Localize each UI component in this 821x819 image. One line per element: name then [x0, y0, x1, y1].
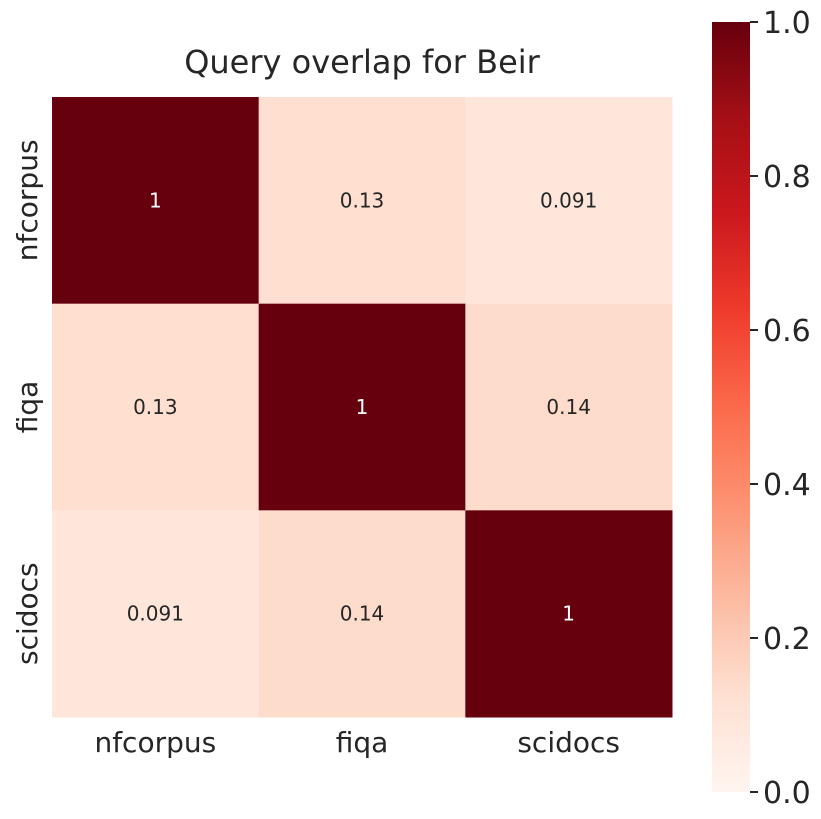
y-axis-tick-labels: nfcorpus fiqa scidocs: [11, 139, 44, 665]
heatmap-cell: [465, 510, 673, 718]
heatmap-cell: [258, 97, 466, 305]
y-tick-label: nfcorpus: [11, 139, 44, 261]
y-tick-label: fiqa: [11, 381, 44, 434]
colorbar-tick-label: 0.8: [763, 160, 811, 195]
x-tick-label: fiqa: [336, 726, 389, 759]
colorbar-gradient: [712, 22, 750, 792]
y-tick-label: scidocs: [11, 562, 44, 665]
cell-annotation: 0.14: [546, 395, 591, 419]
colorbar-tick-label: 0.0: [763, 776, 811, 811]
colorbar-tick-label: 1.0: [763, 6, 811, 41]
cell-annotation: 1: [562, 602, 575, 626]
heatmap-cell: [465, 97, 673, 305]
colorbar-tick-label: 0.4: [763, 468, 811, 503]
x-axis-tick-labels: nfcorpus fiqa scidocs: [94, 726, 620, 759]
heatmap-cell: [465, 303, 673, 511]
x-tick-label: scidocs: [517, 726, 620, 759]
heatmap-cell: [258, 303, 466, 511]
x-tick-label: nfcorpus: [94, 726, 216, 759]
cell-annotation: 1: [149, 188, 162, 212]
cell-annotation: 0.13: [340, 188, 385, 212]
heatmap-cell: [52, 97, 260, 305]
cell-annotation: 1: [356, 395, 369, 419]
heatmap-cells: 1 0.13 0.091 0.13 1 0.14 0.091 0.14 1: [52, 97, 673, 718]
colorbar-tick-label: 0.2: [763, 622, 811, 657]
cell-annotation: 0.13: [133, 395, 178, 419]
heatmap-cell: [258, 510, 466, 718]
cell-annotation: 0.091: [540, 188, 597, 212]
colorbar: 0.0 0.2 0.4 0.6 0.8 1.0: [712, 6, 811, 811]
heatmap-cell: [52, 303, 260, 511]
cell-annotation: 0.14: [340, 602, 385, 626]
chart-title: Query overlap for Beir: [184, 43, 540, 81]
cell-annotation: 0.091: [127, 602, 184, 626]
colorbar-tick-label: 0.6: [763, 314, 811, 349]
heatmap-cell: [52, 510, 260, 718]
